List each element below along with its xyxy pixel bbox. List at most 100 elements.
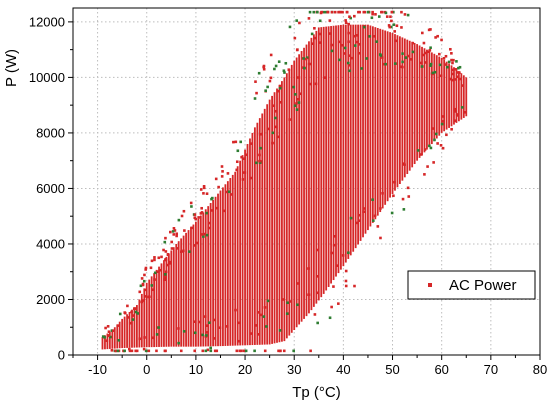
data-point: [420, 65, 424, 68]
data-point: [202, 186, 206, 190]
data-point: [207, 226, 211, 230]
data-point: [262, 64, 266, 68]
data-column: [131, 309, 133, 348]
x-tick-label: 50: [385, 362, 399, 377]
data-column: [335, 25, 337, 277]
data-point: [401, 197, 405, 201]
data-point: [269, 76, 273, 80]
data-column: [229, 178, 232, 346]
data-column: [332, 25, 335, 281]
data-point: [202, 235, 205, 238]
data-point: [324, 10, 328, 14]
data-column: [354, 24, 357, 249]
data-column: [133, 307, 136, 348]
data-point: [192, 244, 196, 247]
data-point: [312, 10, 316, 14]
data-point: [355, 221, 358, 225]
data-point: [258, 132, 262, 136]
data-point: [193, 349, 197, 353]
data-point: [346, 61, 350, 65]
axis-ticks: [68, 21, 541, 360]
data-point: [153, 258, 156, 262]
data-point: [370, 16, 374, 20]
data-point: [175, 232, 179, 236]
data-point: [277, 349, 280, 353]
data-column: [145, 282, 148, 348]
data-point: [332, 285, 335, 288]
data-point: [295, 102, 298, 105]
data-column: [239, 160, 242, 346]
data-point: [354, 44, 357, 47]
data-point: [329, 32, 332, 35]
data-point: [341, 10, 344, 14]
data-point: [262, 315, 266, 318]
data-point: [440, 38, 443, 42]
y-tick-label: 6000: [36, 181, 65, 196]
y-tick-label: 10000: [29, 70, 65, 85]
data-point: [451, 68, 455, 72]
data-point: [438, 52, 441, 56]
data-point: [353, 284, 356, 288]
data-point: [269, 53, 273, 57]
data-point: [171, 230, 175, 233]
data-point: [401, 52, 404, 55]
data-point: [223, 209, 226, 213]
data-point: [450, 52, 453, 55]
data-column: [426, 49, 428, 150]
data-point: [208, 321, 211, 324]
data-column: [391, 32, 394, 194]
data-point: [206, 331, 209, 334]
data-column: [108, 331, 111, 349]
data-point: [283, 71, 286, 74]
data-column: [246, 144, 249, 346]
data-point: [399, 65, 403, 69]
data-column: [116, 324, 119, 349]
data-point: [259, 146, 262, 150]
data-column: [305, 44, 308, 317]
data-point: [164, 349, 167, 353]
data-point: [126, 316, 130, 319]
data-point: [241, 178, 245, 181]
data-column: [283, 77, 286, 342]
data-point: [445, 133, 448, 137]
data-point: [257, 71, 261, 75]
data-point: [394, 39, 397, 43]
data-point: [253, 349, 256, 353]
data-point: [209, 346, 212, 350]
data-point: [427, 28, 431, 32]
data-point: [143, 273, 146, 277]
data-point: [136, 312, 140, 315]
data-point: [419, 61, 422, 65]
data-point: [449, 47, 452, 51]
data-point: [172, 233, 176, 236]
x-tick-label: 70: [484, 362, 498, 377]
y-axis-title: P (W): [3, 49, 20, 87]
data-point: [277, 60, 281, 63]
data-point: [150, 259, 154, 263]
data-column: [138, 299, 141, 348]
data-column: [435, 55, 438, 139]
data-point: [404, 56, 408, 59]
data-column: [276, 88, 278, 343]
data-point: [453, 107, 456, 111]
data-point: [348, 69, 351, 73]
data-point: [450, 127, 453, 131]
data-point: [262, 67, 266, 71]
data-point: [212, 337, 216, 340]
data-point: [212, 318, 216, 322]
data-point: [311, 42, 314, 45]
data-point: [387, 24, 391, 27]
data-point: [235, 349, 239, 353]
data-point: [189, 201, 193, 205]
data-column: [440, 57, 443, 133]
data-column: [438, 56, 441, 136]
data-point: [349, 216, 353, 220]
data-point: [400, 26, 403, 29]
data-point: [308, 10, 312, 14]
data-point: [313, 36, 316, 40]
x-tick-label: 0: [143, 362, 150, 377]
data-point: [170, 240, 174, 244]
data-point: [183, 229, 186, 232]
data-point: [175, 234, 178, 238]
data-point: [140, 300, 144, 304]
